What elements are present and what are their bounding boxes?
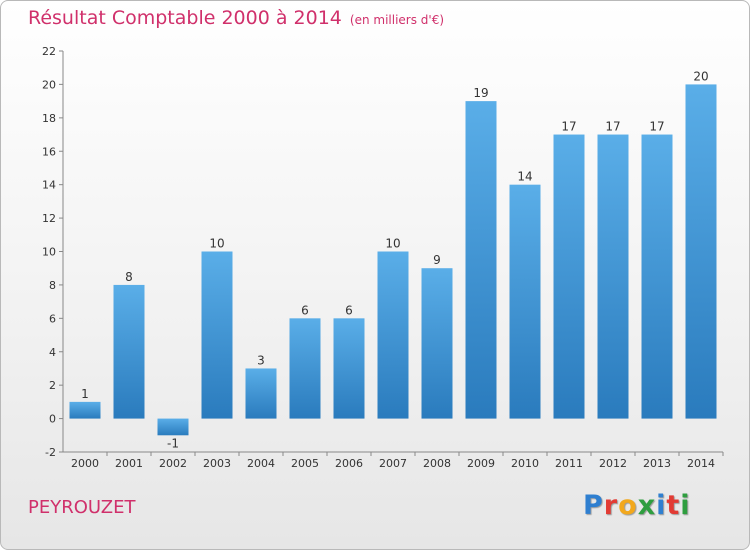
x-tick-label: 2000: [71, 457, 99, 470]
y-tick-label: 2: [49, 379, 56, 392]
bar-2001: [113, 284, 145, 419]
data-label-2012: 17: [605, 120, 620, 134]
data-label-2005: 6: [301, 303, 309, 317]
x-tick-label: 2011: [555, 457, 583, 470]
logo-letter: o: [618, 490, 638, 521]
bar-2004: [245, 368, 277, 419]
logo-letter: P: [583, 490, 604, 521]
y-tick-label: 12: [42, 212, 56, 225]
bar-2010: [509, 184, 541, 419]
y-tick-label: 20: [42, 78, 56, 91]
x-tick-label: 2005: [291, 457, 319, 470]
data-label-2003: 10: [209, 237, 224, 251]
logo-letter: i: [680, 490, 691, 521]
data-label-2009: 19: [473, 86, 488, 100]
x-tick-label: 2006: [335, 457, 363, 470]
bar-2005: [289, 318, 321, 419]
data-label-2014: 20: [693, 69, 708, 83]
x-tick-label: 2004: [247, 457, 275, 470]
bar-2002: [157, 418, 189, 436]
y-tick-label: 16: [42, 145, 56, 158]
data-label-2002: -1: [167, 436, 179, 450]
x-tick-label: 2001: [115, 457, 143, 470]
chart-unit-note: (en milliers d'€): [349, 13, 445, 27]
x-tick-label: 2010: [511, 457, 539, 470]
data-label-2000: 1: [81, 387, 89, 401]
bar-2006: [333, 318, 365, 419]
bar-2008: [421, 268, 453, 419]
bar-2014: [685, 84, 717, 419]
data-label-2013: 17: [649, 120, 664, 134]
bar-2011: [553, 134, 585, 419]
y-tick-label: 0: [49, 413, 56, 426]
y-tick-label: 14: [42, 179, 56, 192]
bar-2009: [465, 101, 497, 419]
data-label-2006: 6: [345, 303, 353, 317]
x-tick-label: 2013: [643, 457, 671, 470]
y-tick-label: 10: [42, 246, 56, 259]
x-tick-label: 2012: [599, 457, 627, 470]
data-label-2008: 9: [433, 253, 441, 267]
x-tick-label: 2002: [159, 457, 187, 470]
proxiti-logo: Proxiti: [583, 490, 691, 521]
y-tick-label: 22: [42, 45, 56, 58]
commune-name: PEYROUZET: [28, 497, 136, 518]
data-label-2007: 10: [385, 237, 400, 251]
data-label-2011: 17: [561, 120, 576, 134]
x-tick-label: 2014: [687, 457, 715, 470]
chart-data-labels: 1 8 -1 10 3 6 6 10 9 19 14 17 17 17 20: [81, 69, 708, 450]
logo-letter: i: [656, 490, 667, 521]
y-tick-label: 6: [49, 312, 56, 325]
x-tick-label: 2008: [423, 457, 451, 470]
x-tick-label: 2003: [203, 457, 231, 470]
y-tick-label: -2: [45, 446, 56, 459]
bar-2013: [641, 134, 673, 419]
data-label-2004: 3: [257, 353, 265, 367]
bar-2007: [377, 251, 409, 419]
x-tick-label: 2009: [467, 457, 495, 470]
x-tick-label: 2007: [379, 457, 407, 470]
bar-2012: [597, 134, 629, 419]
y-tick-label: 4: [49, 346, 56, 359]
y-tick-label: 8: [49, 279, 56, 292]
data-label-2010: 14: [517, 170, 532, 184]
bar-2003: [201, 251, 233, 419]
logo-letter: t: [666, 490, 681, 521]
logo-letter: x: [637, 490, 657, 521]
y-tick-label: 18: [42, 112, 56, 125]
logo-letter: r: [603, 490, 619, 521]
data-label-2001: 8: [125, 270, 133, 284]
bar-2000: [69, 401, 101, 419]
chart-bars: [69, 84, 717, 436]
chart-title: Résultat Comptable 2000 à 2014 (en millie…: [28, 7, 444, 29]
chart-title-text: Résultat Comptable 2000 à 2014: [28, 7, 342, 29]
